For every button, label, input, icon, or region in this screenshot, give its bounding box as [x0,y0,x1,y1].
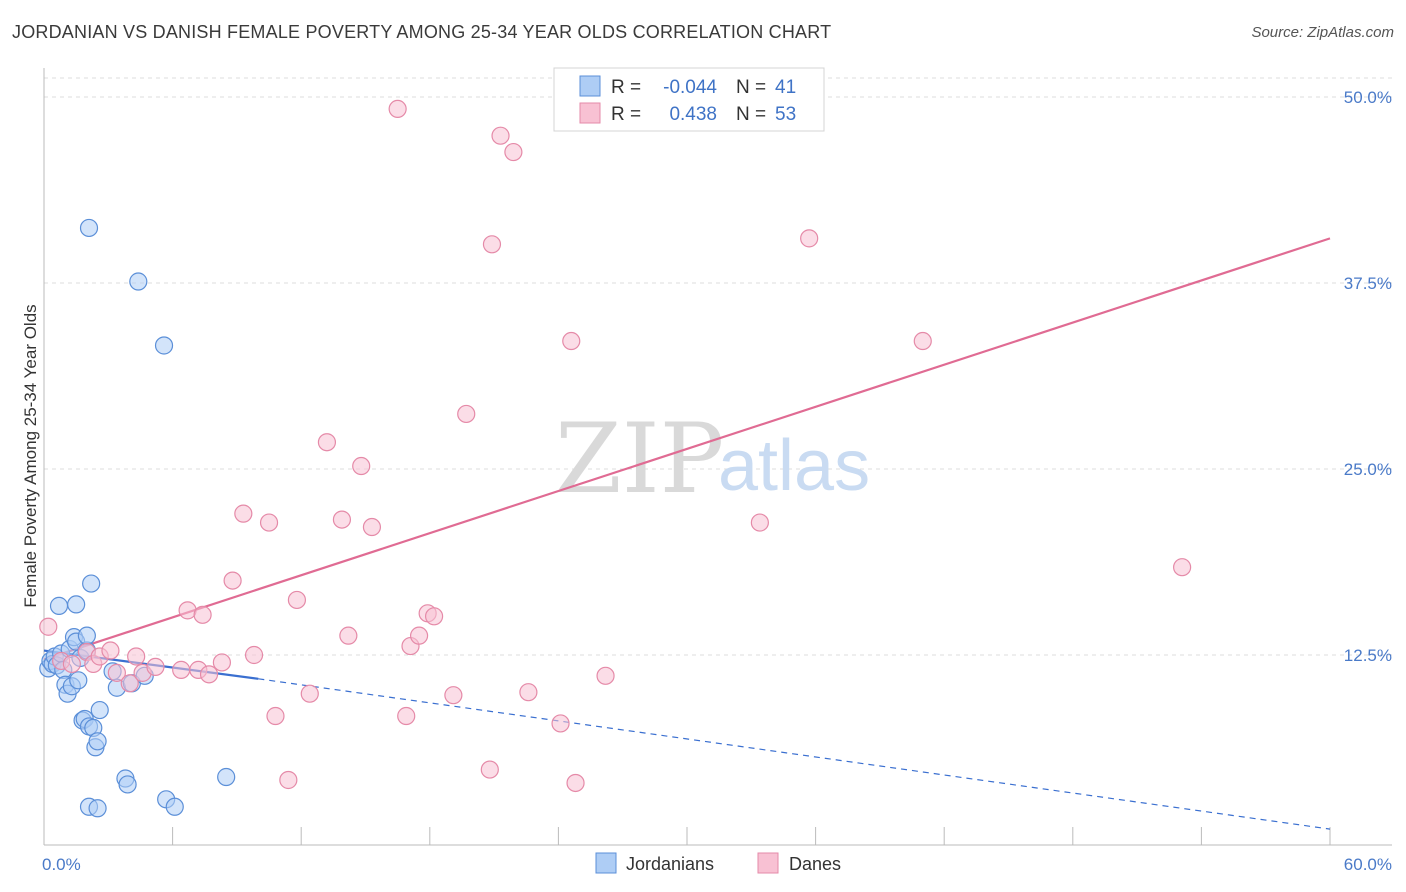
legend-r-value-danes: 0.438 [669,104,717,125]
danes-point [596,666,615,685]
danes-point [279,770,298,790]
chart-source: Source: ZipAtlas.com [1251,24,1394,41]
jordanians-point [129,272,148,291]
danes-point [444,686,463,705]
danes-point [750,513,769,532]
danes-point [193,605,212,624]
legend-r-value-jordanians: -0.044 [663,77,717,98]
legend-n-value-danes: 53 [775,104,796,125]
danes-point [287,590,307,610]
jordanians-point [118,775,137,794]
danes-point [566,773,585,793]
legend-swatch-danes [579,102,601,124]
danes-point [332,510,352,529]
danes-point [146,657,165,677]
danes-point [62,654,81,674]
jordanians-point [90,700,109,720]
danes-point [339,626,358,645]
danes-trend-line [43,237,1331,661]
danes-point [259,513,279,532]
danes-point [300,684,319,703]
jordanians-point [77,626,96,645]
danes-point [457,404,476,424]
danes-point [234,504,253,523]
legend-r-label-danes: R = [611,104,641,125]
danes-point [397,706,416,726]
jordanians-point [67,595,86,614]
danes-point [39,617,58,636]
danes-point [519,683,538,702]
danes-point [127,647,146,666]
top-legend: R = -0.044 N = 41 R = 0.438 N = 53 [553,67,825,132]
bottom-legend: Jordanians Danes [595,852,841,874]
chart-title: JORDANIAN VS DANISH FEMALE POVERTY AMONG… [12,22,832,42]
danes-point [551,714,570,733]
trend-lines [43,237,1331,830]
legend-swatch-jordanians [579,75,601,97]
jordanians-point [79,218,99,238]
danes-point [1173,558,1192,577]
watermark-zip: ZIP [555,403,724,515]
jordanians-point [82,574,101,593]
legend-r-label-jordanians: R = [611,77,641,98]
y-tick-label: 25.0% [1344,460,1392,479]
danes-point [409,626,429,645]
watermark: ZIP atlas [555,403,870,515]
y-tick-label: 50.0% [1344,88,1392,107]
bottom-legend-swatch-jordanians [595,852,617,874]
x-tick-labels: 0.0% 60.0% [42,855,1392,874]
danes-point [504,142,523,162]
jordanians-point [69,671,88,690]
legend-n-label-jordanians: N = [736,77,766,98]
danes-point [362,517,382,537]
y-tick-label: 37.5% [1344,274,1392,293]
danes-point [480,760,499,779]
jordanians-point [49,596,69,615]
danes-point [491,126,510,145]
danes-point [482,235,502,254]
axes [43,68,1392,846]
y-axis-label: Female Poverty Among 25-34 Year Olds [21,304,40,607]
danes-point [562,331,581,351]
jordanians-trend-extension [258,678,1331,830]
jordanians-point [88,799,107,818]
x-tick-label: 0.0% [42,855,81,874]
danes-point [913,331,932,351]
danes-point [120,674,139,693]
jordanians-point [165,797,184,816]
y-tick-labels: 12.5% 25.0% 37.5% 50.0% [1344,88,1392,665]
danes-point [800,229,819,248]
y-tick-label: 12.5% [1344,646,1392,665]
danes-point [172,660,191,679]
legend-n-value-jordanians: 41 [775,77,796,98]
danes-point [223,571,242,590]
danes-point [244,645,264,665]
jordanians-point [154,336,174,355]
bottom-legend-label-jordanians: Jordanians [626,854,714,874]
danes-point [317,433,337,452]
x-tick-label: 60.0% [1344,855,1392,874]
bottom-legend-label-danes: Danes [789,854,841,874]
jordanians-point [217,767,236,787]
jordanians-point [88,732,107,751]
legend-n-label-danes: N = [736,104,766,125]
watermark-atlas: atlas [718,426,870,506]
danes-point [101,641,120,660]
danes-point [424,607,444,626]
danes-point [178,601,197,620]
danes-point [266,706,285,726]
danes-point [199,665,219,684]
series-jordanians-points [39,218,236,818]
danes-point [107,663,126,682]
danes-point [352,456,371,476]
danes-point [388,99,407,119]
bottom-legend-swatch-danes [757,852,779,874]
danes-point [212,653,231,672]
